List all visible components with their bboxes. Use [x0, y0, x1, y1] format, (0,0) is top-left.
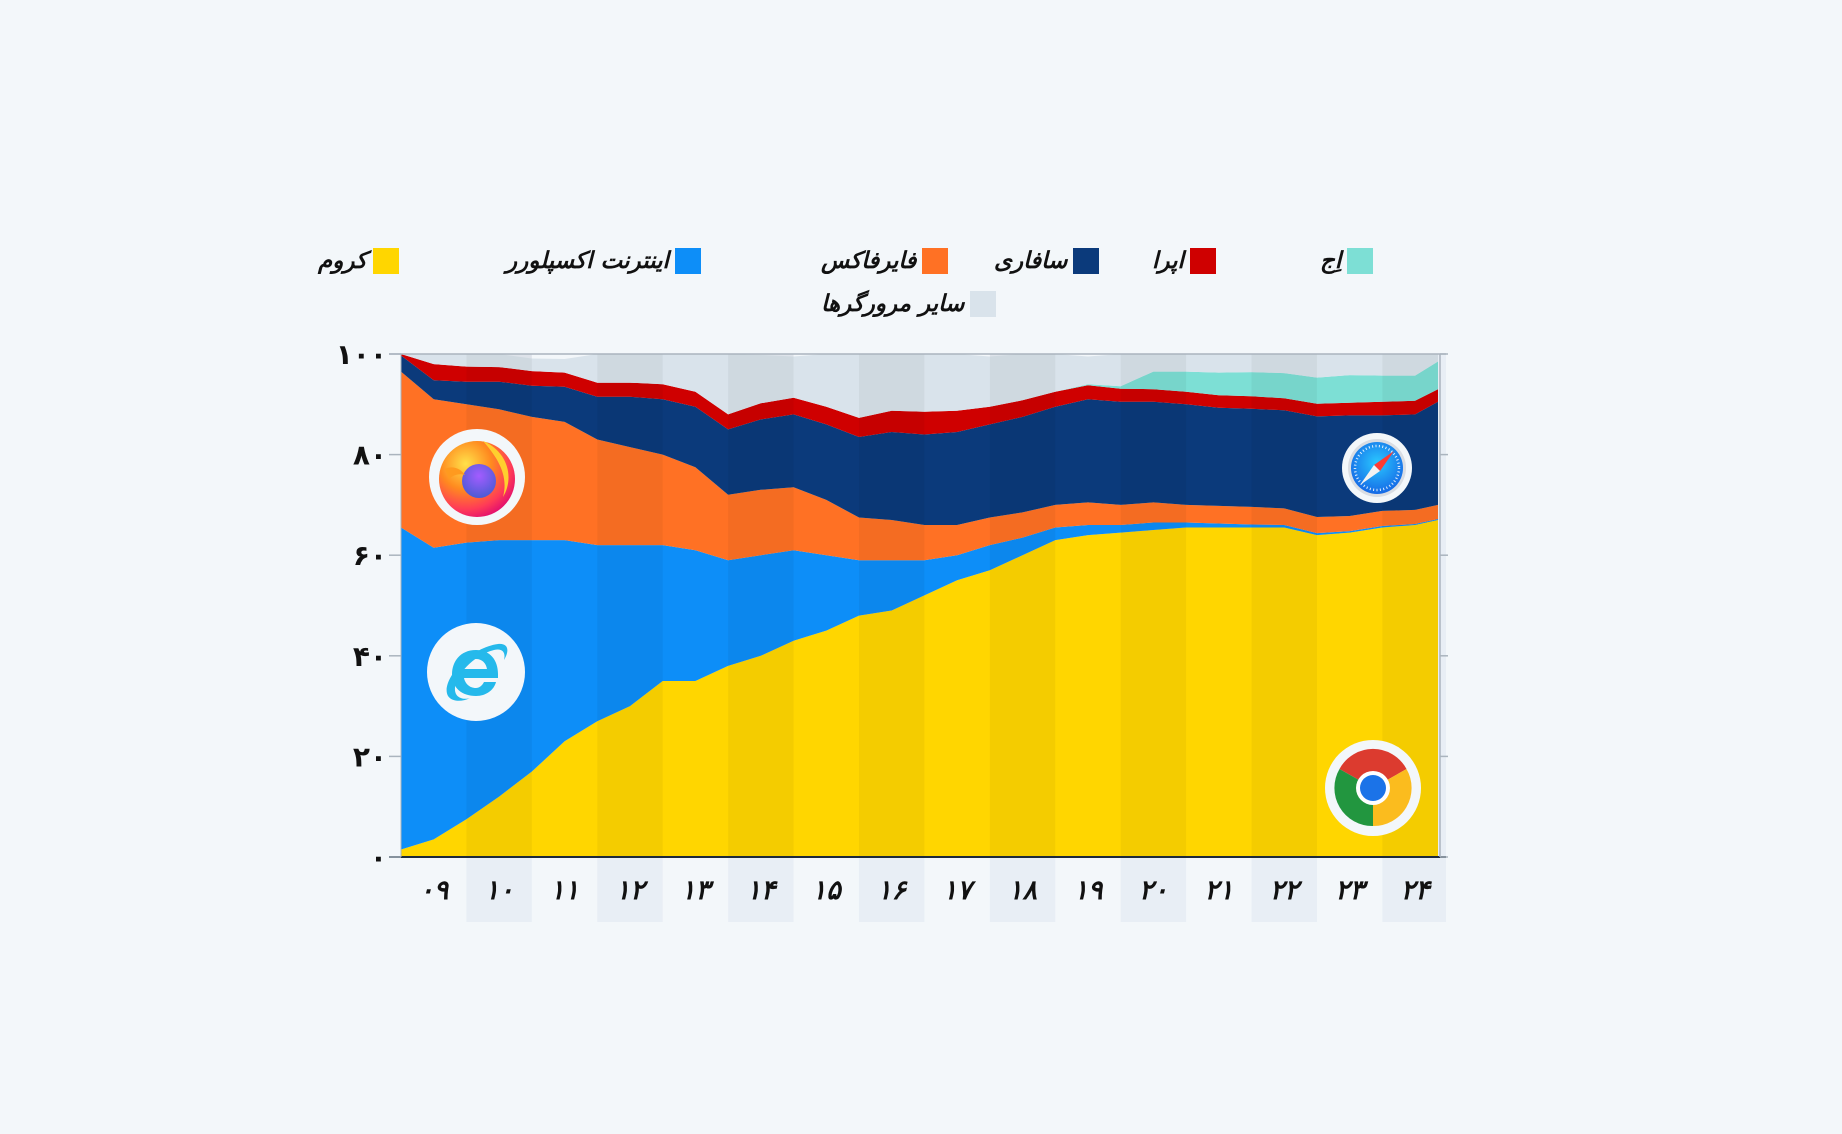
area-firefox — [401, 371, 1438, 561]
x-tick-label: ۱۹ — [1073, 875, 1104, 906]
legend-item-firefox: فایرفاکس — [821, 248, 949, 274]
x-tick-label: ۱۰ — [485, 875, 514, 906]
x-tick-label: ۲۲ — [1270, 875, 1304, 906]
legend-swatch-edge — [1347, 248, 1374, 274]
y-tick-label: ۲۰ — [353, 740, 387, 773]
x-tick-label: ۲۳ — [1335, 875, 1369, 906]
area-edge — [401, 354, 1438, 418]
x-tick-label: ۲۰ — [1139, 875, 1168, 906]
y-tick-label: ۶۰ — [353, 539, 387, 572]
safari-logo-icon — [1342, 433, 1412, 503]
y-tick-label: ۱۰۰ — [336, 338, 387, 371]
y-tick-label: ۰ — [370, 841, 387, 874]
legend-label-chrome: کروم — [318, 248, 367, 274]
firefox-logo-icon — [429, 429, 525, 525]
x-tick-label: ۰۹ — [419, 875, 450, 906]
legend-label-other: سایر مرورگرها — [821, 291, 965, 317]
legend-label-ie: اینترنت اکسپلورر — [506, 248, 669, 274]
x-tick-label: ۱۲ — [615, 875, 649, 906]
year-shade — [1251, 354, 1317, 857]
year-shade — [728, 354, 794, 857]
x-tick-label: ۲۴ — [1401, 875, 1433, 906]
x-axis-ticks: ۰۹ ۱۰ ۱۱ ۱۲ ۱۳ ۱۴ ۱۵ ۱۶ ۱۷ ۱۸ ۱۹ ۲۰ ۲۱ ۲۲ ۲۳ ۲۴ — [419, 875, 1432, 906]
x-tick-label: ۱۴ — [746, 875, 778, 906]
year-shade — [597, 354, 663, 857]
legend: کروم اینترنت اکسپلورر فایرفاکس سافاری اپ… — [0, 0, 1842, 340]
x-tick-label: ۱۳ — [681, 875, 715, 906]
legend-swatch-opera — [1189, 248, 1216, 274]
axes — [389, 353, 1446, 858]
legend-item-safari: سافاری — [994, 248, 1100, 274]
area-safari — [401, 355, 1438, 525]
x-tick-label: ۱۵ — [812, 875, 844, 906]
y-tick-label: ۸۰ — [353, 439, 387, 472]
x-tick-label: ۲۱ — [1204, 875, 1233, 906]
chrome-logo-icon — [1325, 740, 1421, 836]
area-series — [401, 354, 1438, 857]
x-tick-label: ۱۱ — [550, 875, 579, 906]
legend-item-other: سایر مرورگرها — [821, 291, 997, 317]
internet-explorer-logo-icon — [427, 623, 525, 721]
legend-swatch-ie — [674, 248, 701, 274]
legend-item-edge: اِج — [1320, 248, 1374, 274]
legend-item-ie: اینترنت اکسپلورر — [506, 248, 701, 274]
year-shade — [1120, 354, 1187, 857]
y-axis-ticks: ۰ ۲۰ ۴۰ ۶۰ ۸۰ ۱۰۰ — [336, 338, 1448, 874]
legend-label-safari: سافاری — [994, 248, 1068, 274]
legend-swatch-other — [970, 291, 997, 317]
area-other — [401, 354, 1438, 418]
legend-swatch-firefox — [922, 248, 949, 274]
legend-label-opera: اپرا — [1152, 248, 1184, 274]
y-tick-label: ۴۰ — [353, 640, 387, 673]
area-ie — [401, 519, 1438, 850]
area-opera — [401, 354, 1438, 437]
area-chrome — [401, 520, 1438, 857]
year-shade — [989, 354, 1056, 857]
x-tick-label: ۱۶ — [877, 875, 909, 906]
legend-item-chrome: کروم — [318, 248, 399, 274]
year-shade — [858, 354, 925, 857]
legend-label-edge: اِج — [1320, 248, 1342, 274]
legend-label-firefox: فایرفاکس — [821, 248, 917, 274]
legend-item-opera: اپرا — [1152, 248, 1216, 274]
x-tick-label: ۱۷ — [943, 875, 977, 906]
x-tick-label: ۱۸ — [1008, 875, 1038, 906]
legend-swatch-safari — [1073, 248, 1100, 274]
legend-swatch-chrome — [373, 248, 399, 274]
